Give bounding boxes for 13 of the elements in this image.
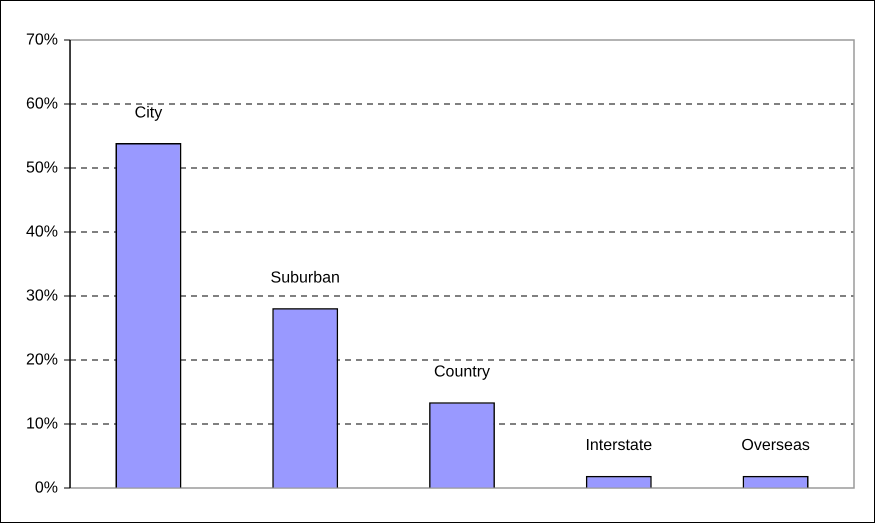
y-tick-label: 30% xyxy=(26,287,58,304)
y-tick-label: 10% xyxy=(26,415,58,432)
y-tick-label: 70% xyxy=(26,31,58,48)
x-tick-label: Country xyxy=(434,364,490,381)
y-tick-label: 60% xyxy=(26,95,58,112)
y-tick-label: 50% xyxy=(26,159,58,176)
y-tick-label: 0% xyxy=(34,479,58,496)
x-tick-label: City xyxy=(134,104,162,122)
x-tick-label: Interstate xyxy=(585,437,652,454)
y-tick-label: 20% xyxy=(26,351,58,368)
x-tick-label: Suburban xyxy=(270,270,340,287)
x-tick-label: Overseas xyxy=(741,437,810,454)
y-tick-label: 40% xyxy=(26,223,58,240)
